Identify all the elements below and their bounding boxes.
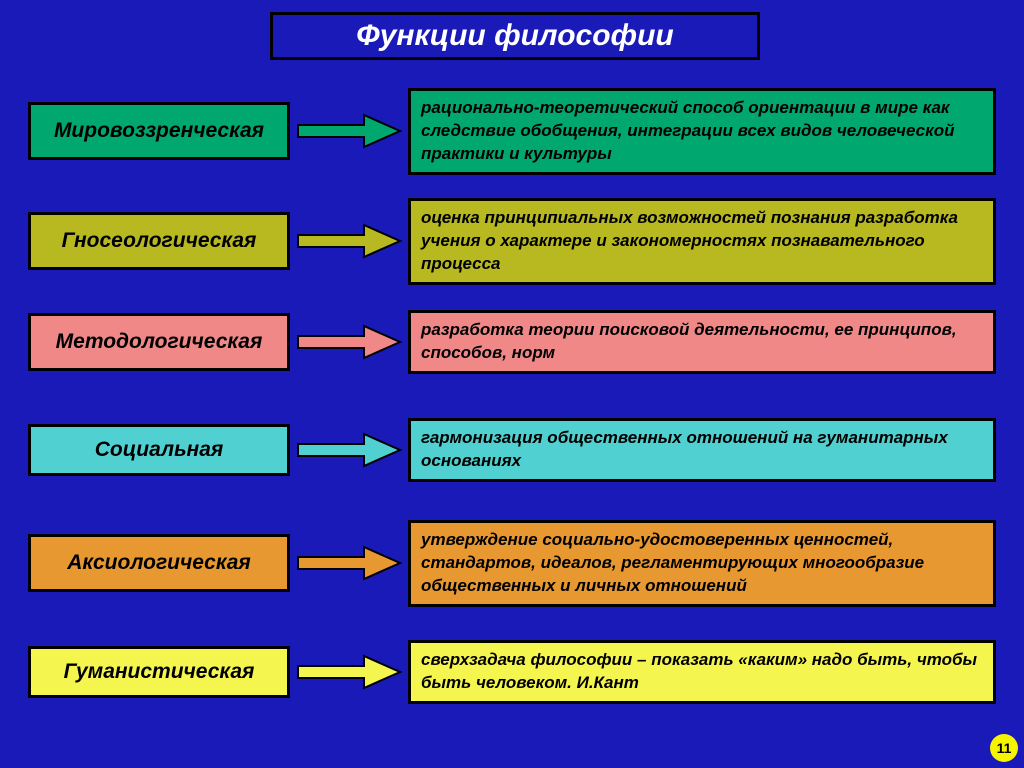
diagram-row: Гносеологическая оценка принципиальных во… [28, 198, 996, 285]
arrow-right-icon [294, 322, 404, 362]
function-label: Гуманистическая [64, 660, 255, 684]
page-number-badge: 11 [990, 734, 1018, 762]
title-box: Функции философии [270, 12, 760, 60]
function-label-box: Методологическая [28, 313, 290, 371]
function-label-box: Гносеологическая [28, 212, 290, 270]
function-description-box: гармонизация общественных отношений на г… [408, 418, 996, 482]
function-label-box: Гуманистическая [28, 646, 290, 698]
function-description: утверждение социально-удостоверенных цен… [421, 529, 983, 598]
function-description-box: разработка теории поисковой деятельности… [408, 310, 996, 374]
function-label: Мировоззренческая [54, 119, 264, 143]
arrow-wrap [290, 430, 408, 470]
function-description-box: рационально-теоретический способ ориента… [408, 88, 996, 175]
function-label: Методологическая [56, 330, 263, 354]
function-description: гармонизация общественных отношений на г… [421, 427, 983, 473]
diagram-row: Социальная гармонизация общественных отно… [28, 418, 996, 482]
page-number: 11 [997, 740, 1012, 756]
function-description-box: оценка принципиальных возможностей позна… [408, 198, 996, 285]
function-description-box: утверждение социально-удостоверенных цен… [408, 520, 996, 607]
diagram-row: Аксиологическая утверждение социально-удо… [28, 520, 996, 607]
function-description-box: сверхзадача философии – показать «каким»… [408, 640, 996, 704]
arrow-right-icon [294, 111, 404, 151]
arrow-wrap [290, 111, 408, 151]
arrow-right-icon [294, 543, 404, 583]
function-label-box: Аксиологическая [28, 534, 290, 592]
function-description: сверхзадача философии – показать «каким»… [421, 649, 983, 695]
arrow-right-icon [294, 652, 404, 692]
diagram-row: Методологическая разработка теории поиско… [28, 310, 996, 374]
function-label: Аксиологическая [67, 551, 251, 575]
arrow-wrap [290, 221, 408, 261]
function-description: рационально-теоретический способ ориента… [421, 97, 983, 166]
function-description: оценка принципиальных возможностей позна… [421, 207, 983, 276]
diagram-row: Гуманистическая сверхзадача философии – п… [28, 640, 996, 704]
function-label-box: Мировоззренческая [28, 102, 290, 160]
function-label-box: Социальная [28, 424, 290, 476]
function-label: Гносеологическая [62, 229, 257, 253]
function-description: разработка теории поисковой деятельности… [421, 319, 983, 365]
arrow-wrap [290, 543, 408, 583]
arrow-wrap [290, 322, 408, 362]
arrow-right-icon [294, 430, 404, 470]
function-label: Социальная [95, 438, 224, 462]
arrow-right-icon [294, 221, 404, 261]
arrow-wrap [290, 652, 408, 692]
title-text: Функции философии [356, 19, 673, 53]
diagram-row: Мировоззренческая рационально-теоретическ… [28, 88, 996, 175]
